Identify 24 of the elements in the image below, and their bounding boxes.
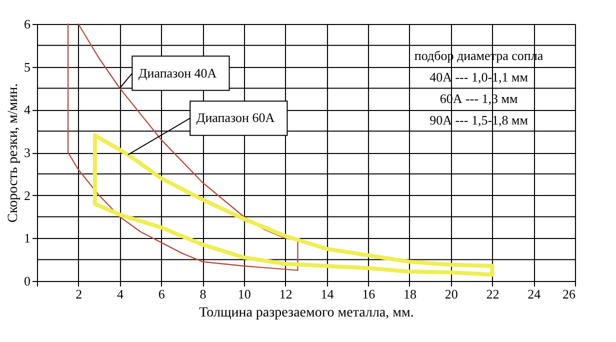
x-tick-label: 10: [238, 286, 251, 302]
x-tick-label: 24: [528, 286, 542, 302]
x-tick-label: 4: [117, 286, 124, 302]
x-axis-title: Толщина разрезаемого металла, мм.: [199, 306, 414, 320]
x-tick-label: 14: [320, 286, 334, 302]
x-tick-label: 2: [76, 286, 82, 302]
y-tick-label: 3: [24, 145, 30, 160]
y-tick-label: 6: [24, 16, 31, 32]
y-tick-label: 5: [24, 59, 30, 74]
x-tick-label: 12: [279, 286, 292, 302]
x-tick-label: 22: [486, 286, 500, 302]
y-tick-label: 2: [24, 188, 30, 203]
x-tick-label: 26: [562, 286, 576, 302]
y-tick-label: 4: [24, 102, 31, 118]
x-tick-label: 8: [200, 286, 206, 302]
annotation: Диапазон 40А: [138, 65, 218, 80]
y-tick-label: 0: [24, 274, 30, 288]
y-tick-label: 1: [24, 230, 30, 246]
x-tick-label: 6: [158, 286, 166, 302]
x-tick-label: 20: [444, 286, 458, 302]
y-axis-title: Скорость резки, м/мин.: [6, 83, 21, 223]
x-tick-label: 16: [362, 286, 376, 302]
annotation: Диапазон 60А: [196, 110, 276, 126]
x-tick-label: 18: [403, 286, 416, 302]
